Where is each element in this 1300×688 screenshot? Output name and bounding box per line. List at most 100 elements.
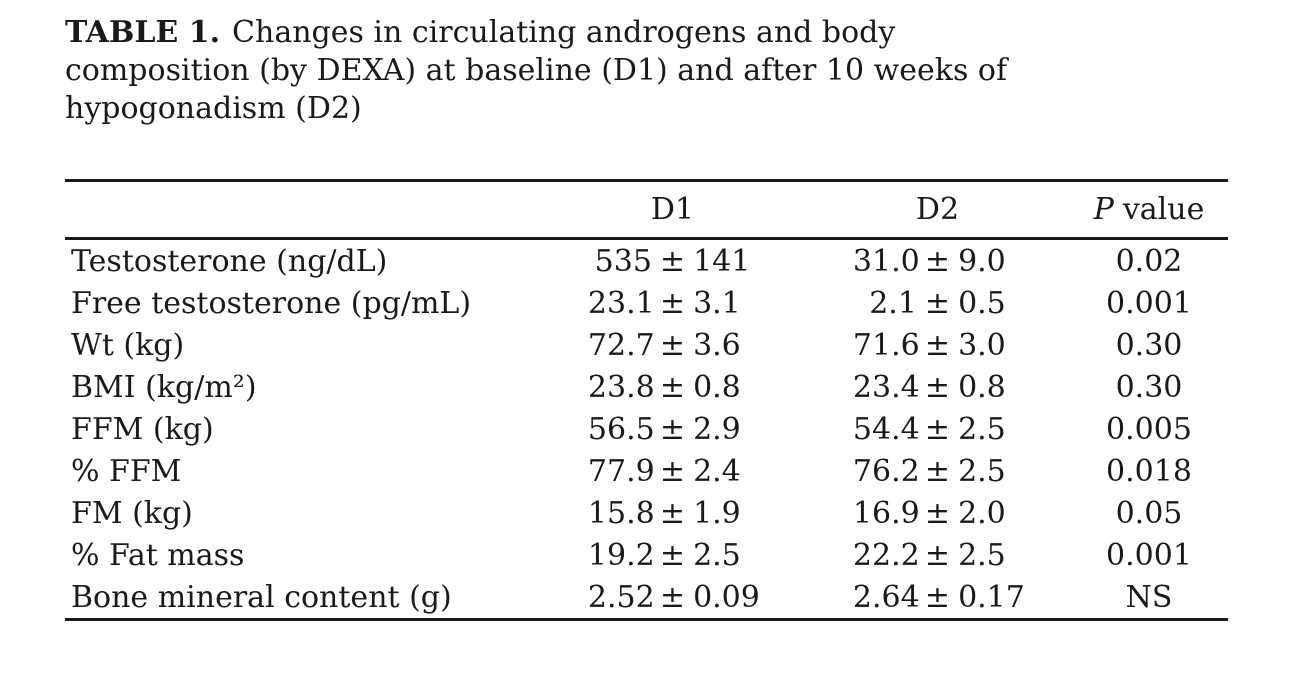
plus-minus-sign: ± [924,285,951,321]
table-caption: TABLE 1. Changes in circulating androgens… [65,14,1007,128]
plus-minus-sign: ± [659,579,686,615]
d2-error: 3.0 [958,327,1006,363]
row-label: Wt (kg) [71,327,185,363]
table-row-testosterone: Testosterone (ng/dL) 535 ±141 31.0 ±9.0 0.… [65,240,1228,282]
p-value-cell: 0.001 [1106,285,1192,321]
d2-error: 0.8 [958,369,1006,405]
d1-error: 0.8 [693,369,741,405]
d1-value: 23.1 [587,285,655,321]
table-row-bmi: BMI (kg/m²) 23.8 ±0.8 23.4 ±0.8 0.30 [65,366,1228,408]
d2-cell: 71.6 ±3.0 [805,328,1070,363]
d1-value: 19.2 [587,537,655,573]
p-value-cell: 0.05 [1115,495,1183,531]
p-value-cell: 0.005 [1106,411,1192,447]
d2-value: 22.2 [852,537,920,573]
d1-cell: 23.8 ±0.8 [540,370,805,405]
caption-table-number: TABLE 1. [65,15,221,50]
d1-error: 1.9 [693,495,741,531]
d2-error: 2.5 [958,537,1006,573]
d1-value: 23.8 [587,369,655,405]
column-header-d1: D1 [650,192,695,227]
d1-error: 141 [693,243,751,279]
d1-cell: 23.1 ±3.1 [540,286,805,321]
d2-value: 54.4 [852,411,920,447]
p-value-cell: NS [1125,579,1173,615]
plus-minus-sign: ± [659,453,686,489]
d1-cell: 77.9 ±2.4 [540,454,805,489]
row-label: FM (kg) [71,495,193,531]
row-label: BMI (kg/m²) [71,369,257,405]
p-value-header-rest: value [1122,192,1205,227]
plus-minus-sign: ± [659,285,686,321]
d1-value: 72.7 [587,327,655,363]
d2-cell: 22.2 ±2.5 [805,538,1070,573]
d1-value: 2.52 [587,579,655,615]
d2-cell: 31.0 ±9.0 [805,244,1070,279]
caption-line-3: hypogonadism (D2) [65,91,362,126]
d2-error: 0.5 [958,285,1006,321]
d2-value: 71.6 [852,327,920,363]
p-value-cell: 0.30 [1115,327,1183,363]
row-label: Testosterone (ng/dL) [71,243,388,279]
row-label: Bone mineral content (g) [71,579,452,615]
d1-cell: 15.8 ±1.9 [540,496,805,531]
d2-cell: 2.64 ±0.17 [805,580,1070,615]
table-row-ffm: FFM (kg) 56.5 ±2.9 54.4 ±2.5 0.005 [65,408,1228,450]
plus-minus-sign: ± [659,327,686,363]
caption-text-1: Changes in circulating androgens and bod… [232,15,896,50]
plus-minus-sign: ± [924,243,951,279]
caption-line-1: TABLE 1. Changes in circulating androgens… [65,14,1007,52]
d2-error: 0.17 [958,579,1025,615]
table-body: Testosterone (ng/dL) 535 ±141 31.0 ±9.0 0.… [65,240,1228,618]
plus-minus-sign: ± [924,411,951,447]
plus-minus-sign: ± [924,327,951,363]
d2-error: 2.5 [958,453,1006,489]
d1-cell: 19.2 ±2.5 [540,538,805,573]
p-value-cell: 0.30 [1115,369,1183,405]
column-header-d2: D2 [915,192,960,227]
d1-value: 15.8 [587,495,655,531]
d2-cell: 23.4 ±0.8 [805,370,1070,405]
d1-cell: 535 ±141 [540,244,805,279]
plus-minus-sign: ± [659,411,686,447]
plus-minus-sign: ± [924,369,951,405]
row-label: FFM (kg) [71,411,214,447]
caption-line-2: composition (by DEXA) at baseline (D1) a… [65,53,1008,88]
table-row-bone-mineral-content: Bone mineral content (g) 2.52 ±0.09 2.64 ±… [65,576,1228,618]
d2-cell: 76.2 ±2.5 [805,454,1070,489]
plus-minus-sign: ± [924,579,951,615]
d1-value: 77.9 [587,453,655,489]
plus-minus-sign: ± [659,537,686,573]
d2-value: 2.1 [869,285,917,321]
d1-cell: 72.7 ±3.6 [540,328,805,363]
p-value-cell: 0.001 [1106,537,1192,573]
row-label: % FFM [71,453,182,489]
table-row-free-testosterone: Free testosterone (pg/mL) 23.1 ±3.1 2.1 ±0… [65,282,1228,324]
d1-cell: 2.52 ±0.09 [540,580,805,615]
d2-error: 2.5 [958,411,1006,447]
table-row-pct-fat-mass: % Fat mass 19.2 ±2.5 22.2 ±2.5 0.001 [65,534,1228,576]
d1-error: 2.5 [693,537,741,573]
d1-value: 535 [594,243,652,279]
d2-value: 23.4 [852,369,920,405]
table-row-fm: FM (kg) 15.8 ±1.9 16.9 ±2.0 0.05 [65,492,1228,534]
d1-error: 2.9 [693,411,741,447]
d2-error: 2.0 [958,495,1006,531]
d2-cell: 2.1 ±0.5 [805,286,1070,321]
table-row-weight: Wt (kg) 72.7 ±3.6 71.6 ±3.0 0.30 [65,324,1228,366]
d2-value: 2.64 [852,579,920,615]
row-label: Free testosterone (pg/mL) [71,285,472,321]
d2-error: 9.0 [958,243,1006,279]
d1-error: 3.6 [693,327,741,363]
d2-cell: 54.4 ±2.5 [805,412,1070,447]
p-value-cell: 0.02 [1115,243,1183,279]
p-value-cell: 0.018 [1106,453,1192,489]
d2-value: 16.9 [852,495,920,531]
d1-value: 56.5 [587,411,655,447]
plus-minus-sign: ± [924,453,951,489]
d2-value: 76.2 [852,453,920,489]
plus-minus-sign: ± [659,369,686,405]
